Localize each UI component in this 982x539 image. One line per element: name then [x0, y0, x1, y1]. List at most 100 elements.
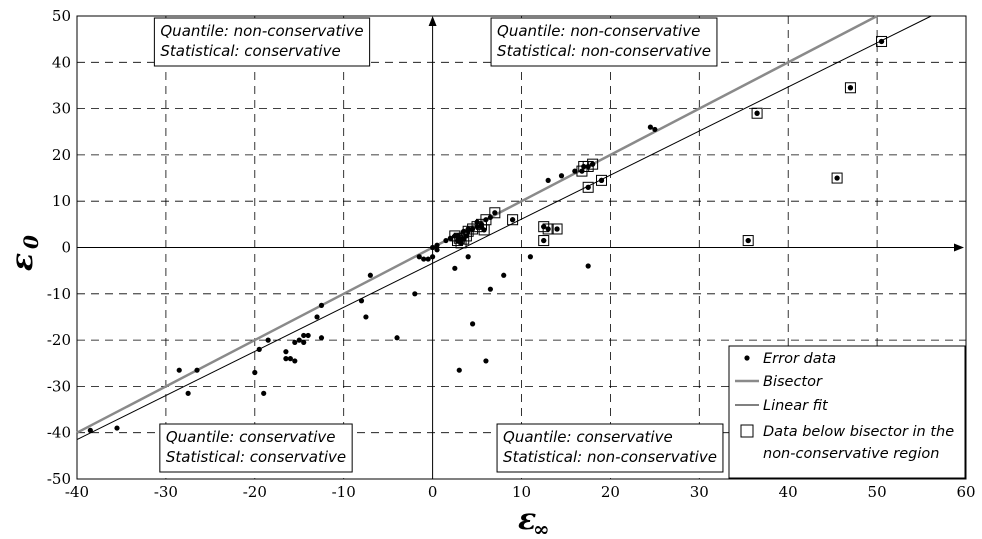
error-point [501, 272, 507, 278]
error-point [487, 286, 493, 292]
error-point [541, 224, 547, 230]
error-point [545, 177, 551, 183]
region-label-line: Quantile: non-conservative [497, 22, 700, 40]
legend-dot-marker [744, 355, 750, 361]
error-point [363, 314, 369, 320]
error-point [541, 237, 547, 244]
y-tick-label: 10 [52, 192, 71, 210]
y-tick-label: 0 [61, 239, 71, 257]
error-point [305, 332, 311, 339]
legend: Error data Bisector Linear fit Data below b… [728, 345, 966, 479]
y-tick-label: -50 [47, 470, 71, 488]
error-point [443, 237, 449, 244]
error-point [176, 367, 182, 373]
error-point [301, 332, 307, 339]
error-point [447, 235, 453, 241]
error-point [394, 335, 400, 341]
error-point [585, 184, 591, 190]
y-tick-label: -20 [47, 331, 71, 349]
linear-fit-line [76, 15, 932, 441]
region-label-line: Quantile: conservative [166, 428, 336, 446]
error-point [483, 358, 489, 364]
below-bisector-marker [538, 235, 550, 247]
x-axis-label-subscript: ∞ [533, 517, 550, 539]
error-point [581, 163, 587, 170]
error-point [474, 224, 480, 230]
x-tick-label: 30 [690, 483, 709, 501]
below-bisector-marker [458, 233, 470, 245]
below-bisector-marker [582, 181, 594, 193]
error-point [434, 247, 440, 253]
error-point [296, 337, 302, 343]
data-points [87, 35, 888, 433]
x-tick-label: -10 [332, 483, 356, 501]
error-point [252, 369, 258, 376]
region-label-bottom-left: Quantile: conservative Statistical: conse… [159, 423, 353, 473]
below-bisector-marker [489, 207, 501, 219]
error-point [425, 256, 431, 262]
x-tick-label: 40 [779, 483, 798, 501]
x-tick-label: -30 [154, 483, 178, 501]
y-tick-label: -10 [47, 285, 71, 303]
error-point [430, 244, 436, 251]
error-point [318, 302, 325, 308]
region-label-box [496, 423, 724, 473]
region-label-line: Statistical: non-conservative [503, 448, 717, 466]
error-point [256, 346, 262, 352]
y-tick-label: -30 [47, 377, 71, 395]
error-point [421, 256, 427, 262]
below-bisector-marker [844, 82, 856, 94]
below-bisector-marker [542, 223, 554, 235]
y-tick-label: 30 [52, 100, 71, 118]
error-point [652, 126, 658, 133]
y-axis-arrow [428, 16, 437, 26]
error-point [452, 265, 458, 271]
error-point [292, 339, 298, 346]
error-point [754, 110, 760, 116]
below-bisector-marker [742, 235, 754, 247]
x-tick-label: 0 [428, 483, 438, 501]
error-point [558, 173, 565, 179]
region-label-top-left: Quantile: non-conservative Statistical: c… [153, 17, 371, 67]
below-bisector-marker [831, 172, 843, 184]
error-point [483, 217, 489, 223]
error-point [545, 226, 551, 232]
y-tick-label: -40 [47, 424, 71, 442]
error-point [367, 272, 373, 278]
legend-square-marker [740, 424, 754, 438]
error-point [481, 227, 487, 233]
error-point [590, 161, 596, 167]
region-label-line: Quantile: conservative [503, 428, 673, 446]
x-tick-label: 10 [512, 483, 531, 501]
x-tick-label: -40 [65, 483, 89, 501]
error-point [847, 85, 854, 91]
x-tick-label: -20 [243, 483, 267, 501]
error-point [87, 427, 93, 433]
error-point [318, 335, 325, 341]
region-label-bottom-right: Quantile: conservative Statistical: non-c… [496, 423, 724, 473]
region-label-line: Quantile: non-conservative [160, 22, 363, 40]
error-point [585, 163, 591, 170]
below-bisector-marker [551, 223, 563, 235]
error-point [834, 175, 840, 181]
error-point [554, 226, 560, 232]
region-label-top-right: Quantile: non-conservative Statistical: n… [490, 17, 718, 67]
below-bisector-marker [480, 214, 492, 226]
error-point [492, 210, 498, 216]
error-point [185, 390, 191, 396]
below-bisector-marker [596, 174, 608, 186]
error-point [265, 337, 271, 343]
x-tick-label: 50 [868, 483, 887, 501]
region-label-box [159, 423, 353, 473]
legend-label: non-conservative region [763, 446, 939, 462]
legend-label: Error data [763, 351, 836, 367]
legend-label: Data below bisector in the [763, 424, 954, 440]
error-point [434, 242, 440, 248]
error-point [430, 254, 436, 260]
error-point [114, 425, 120, 431]
region-label-box [153, 17, 371, 67]
below-bisector-marker [876, 35, 888, 47]
region-label-line: Statistical: conservative [160, 42, 340, 60]
error-point [283, 349, 289, 355]
tick-labels: -40 -30 -20 -10 0 10 20 30 40 50 60-50-40-30-20-10… [47, 7, 976, 501]
